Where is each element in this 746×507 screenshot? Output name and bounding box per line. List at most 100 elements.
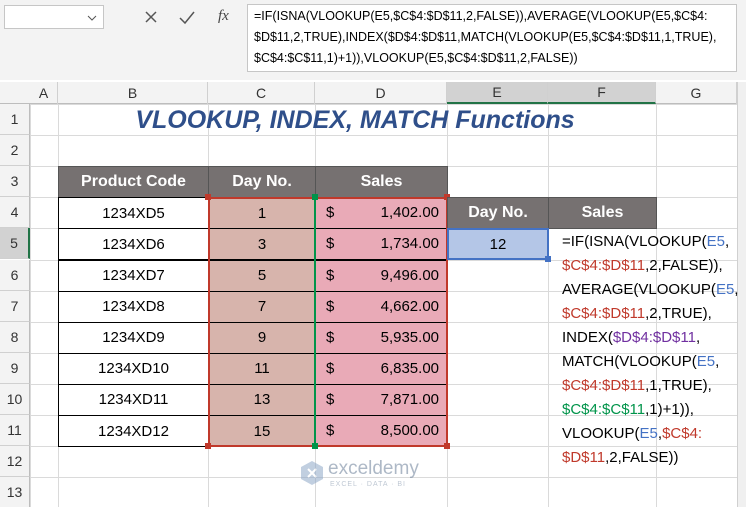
sales-amount: 5,935.00: [380, 328, 439, 346]
formula-segment: $D$11: [562, 449, 606, 466]
fill-handle: [545, 255, 551, 262]
row-header: 8: [0, 321, 30, 353]
dropdown-icon: [87, 15, 97, 21]
product-code-cell: 1234XD10: [58, 352, 209, 385]
sales-amount: 7,871.00: [380, 390, 439, 408]
formula-segment: =IF(ISNA(VLOOKUP(: [562, 233, 707, 250]
name-box[interactable]: [4, 5, 104, 29]
formula-segment: INDEX(: [562, 329, 613, 346]
column-header: B: [58, 82, 208, 104]
currency-symbol: $: [326, 328, 335, 346]
currency-symbol: $: [326, 390, 335, 408]
product-code-cell: 1234XD12: [58, 415, 209, 448]
column-header: F: [548, 82, 656, 104]
sales-cell: $7,871.00: [315, 383, 448, 416]
day-cell: 9: [208, 321, 316, 354]
formula-text: $C$4:$C$11,1)+1)),VLOOKUP(E5,$C$4:$D$11,…: [254, 51, 578, 65]
formula-segment: ,2,FALSE)): [605, 449, 679, 466]
formula-segment: E5: [715, 281, 735, 298]
row-header: 10: [0, 383, 30, 415]
sales-cell: $1,402.00: [315, 197, 448, 230]
table-header: Day No.: [208, 166, 316, 199]
column-header: D: [315, 82, 447, 104]
currency-symbol: $: [326, 266, 335, 284]
formula-segment: ,: [724, 233, 730, 250]
resize-handle: [312, 443, 318, 450]
watermark-brand: exceldemy: [328, 458, 419, 479]
formula-segment: AVERAGE(VLOOKUP(: [562, 281, 716, 298]
sales-amount: 1,402.00: [380, 204, 439, 222]
product-code-cell: 1234XD6: [58, 228, 209, 261]
formula-text: =IF(ISNA(VLOOKUP(E5,$C$4:$D$11,2,FALSE))…: [254, 9, 708, 23]
currency-symbol: $: [326, 422, 335, 439]
formula-display-line: $C$4:$D$11,2,TRUE),: [562, 305, 712, 322]
formula-display-line: $C$4:$C$11,1)+1)),: [562, 401, 694, 418]
formula-display-line: VLOOKUP(E5,$C$4:: [562, 425, 702, 442]
currency-symbol: $: [326, 204, 335, 222]
gridline: [30, 477, 737, 479]
product-code-cell: 1234XD8: [58, 290, 209, 323]
product-code-cell: 1234XD9: [58, 321, 209, 354]
formula-text: $D$11,2,TRUE),INDEX($D$4:$D$11,MATCH(VLO…: [254, 30, 717, 44]
product-code-cell: 1234XD11: [58, 383, 209, 416]
resize-handle: [444, 443, 450, 450]
gridline: [548, 104, 549, 507]
formula-segment: MATCH(VLOOKUP(: [562, 353, 697, 370]
row-header: 9: [0, 352, 30, 384]
formula-segment: ,: [715, 353, 720, 370]
formula-display-line: MATCH(VLOOKUP(E5,: [562, 353, 719, 370]
formula-segment: ,1,TRUE),: [645, 377, 712, 394]
row-header: 5: [0, 228, 30, 260]
lookup-header: Day No.: [447, 197, 549, 230]
formula-segment: $C$4:$D$11: [562, 305, 646, 322]
formula-segment: $C$4:: [662, 425, 703, 442]
column-header: E: [447, 82, 548, 104]
row-header: 1: [0, 104, 30, 136]
day-cell: 11: [208, 352, 316, 385]
formula-segment: E5: [639, 425, 658, 442]
formula-segment: ,: [657, 425, 663, 442]
formula-box[interactable]: =IF(ISNA(VLOOKUP(E5,$C$4:$D$11,2,FALSE))…: [247, 4, 737, 72]
gridline: [30, 104, 737, 105]
lookup-value-cell: 12: [447, 228, 549, 261]
column-header: A: [30, 82, 58, 104]
enter-button[interactable]: [179, 11, 195, 25]
formula-segment: $C$4:$D$11: [562, 257, 646, 274]
formula-segment: ,2,TRUE),: [645, 305, 712, 322]
scrollbar: [737, 82, 746, 507]
formula-segment: E5: [706, 233, 725, 250]
formula-segment: ,: [695, 329, 701, 346]
gridline: [30, 135, 737, 137]
watermark-tagline: EXCEL · DATA · BI: [330, 481, 406, 488]
row-header: 3: [0, 166, 30, 198]
row-header: 6: [0, 259, 30, 291]
gridline: [656, 104, 657, 507]
watermark-logo: [301, 461, 323, 485]
row-header: 2: [0, 135, 30, 167]
formula-display-line: $D$11,2,FALSE)): [562, 449, 678, 466]
formula-segment: ,2,FALSE)),: [645, 257, 723, 274]
insert-function-button[interactable]: fx: [218, 8, 229, 24]
formula-display-line: $C$4:$D$11,1,TRUE),: [562, 377, 712, 394]
resize-handle: [205, 194, 211, 201]
resize-handle: [312, 194, 318, 201]
sales-amount: 8,500.00: [380, 422, 439, 439]
resize-handle: [205, 443, 211, 450]
formula-segment: E5: [696, 353, 716, 370]
formula-buttons: [145, 11, 195, 25]
currency-symbol: $: [326, 359, 335, 377]
row-header: 11: [0, 415, 30, 447]
formula-display-line: =IF(ISNA(VLOOKUP(E5,: [562, 233, 729, 250]
sales-amount: 9,496.00: [380, 266, 439, 284]
cancel-button[interactable]: [145, 11, 157, 23]
table-header: Sales: [315, 166, 448, 199]
product-code-cell: 1234XD5: [58, 197, 209, 230]
sales-cell: $9,496.00: [315, 259, 448, 292]
sheet-title: VLOOKUP, INDEX, MATCH Functions: [135, 106, 575, 135]
row-header: 12: [0, 446, 30, 478]
reference-highlight: [208, 197, 448, 448]
formula-display-line: $C$4:$D$11,2,FALSE)),: [562, 257, 723, 274]
row-header: 7: [0, 290, 30, 322]
watermark: exceldemy EXCEL · DATA · BI: [300, 458, 450, 494]
